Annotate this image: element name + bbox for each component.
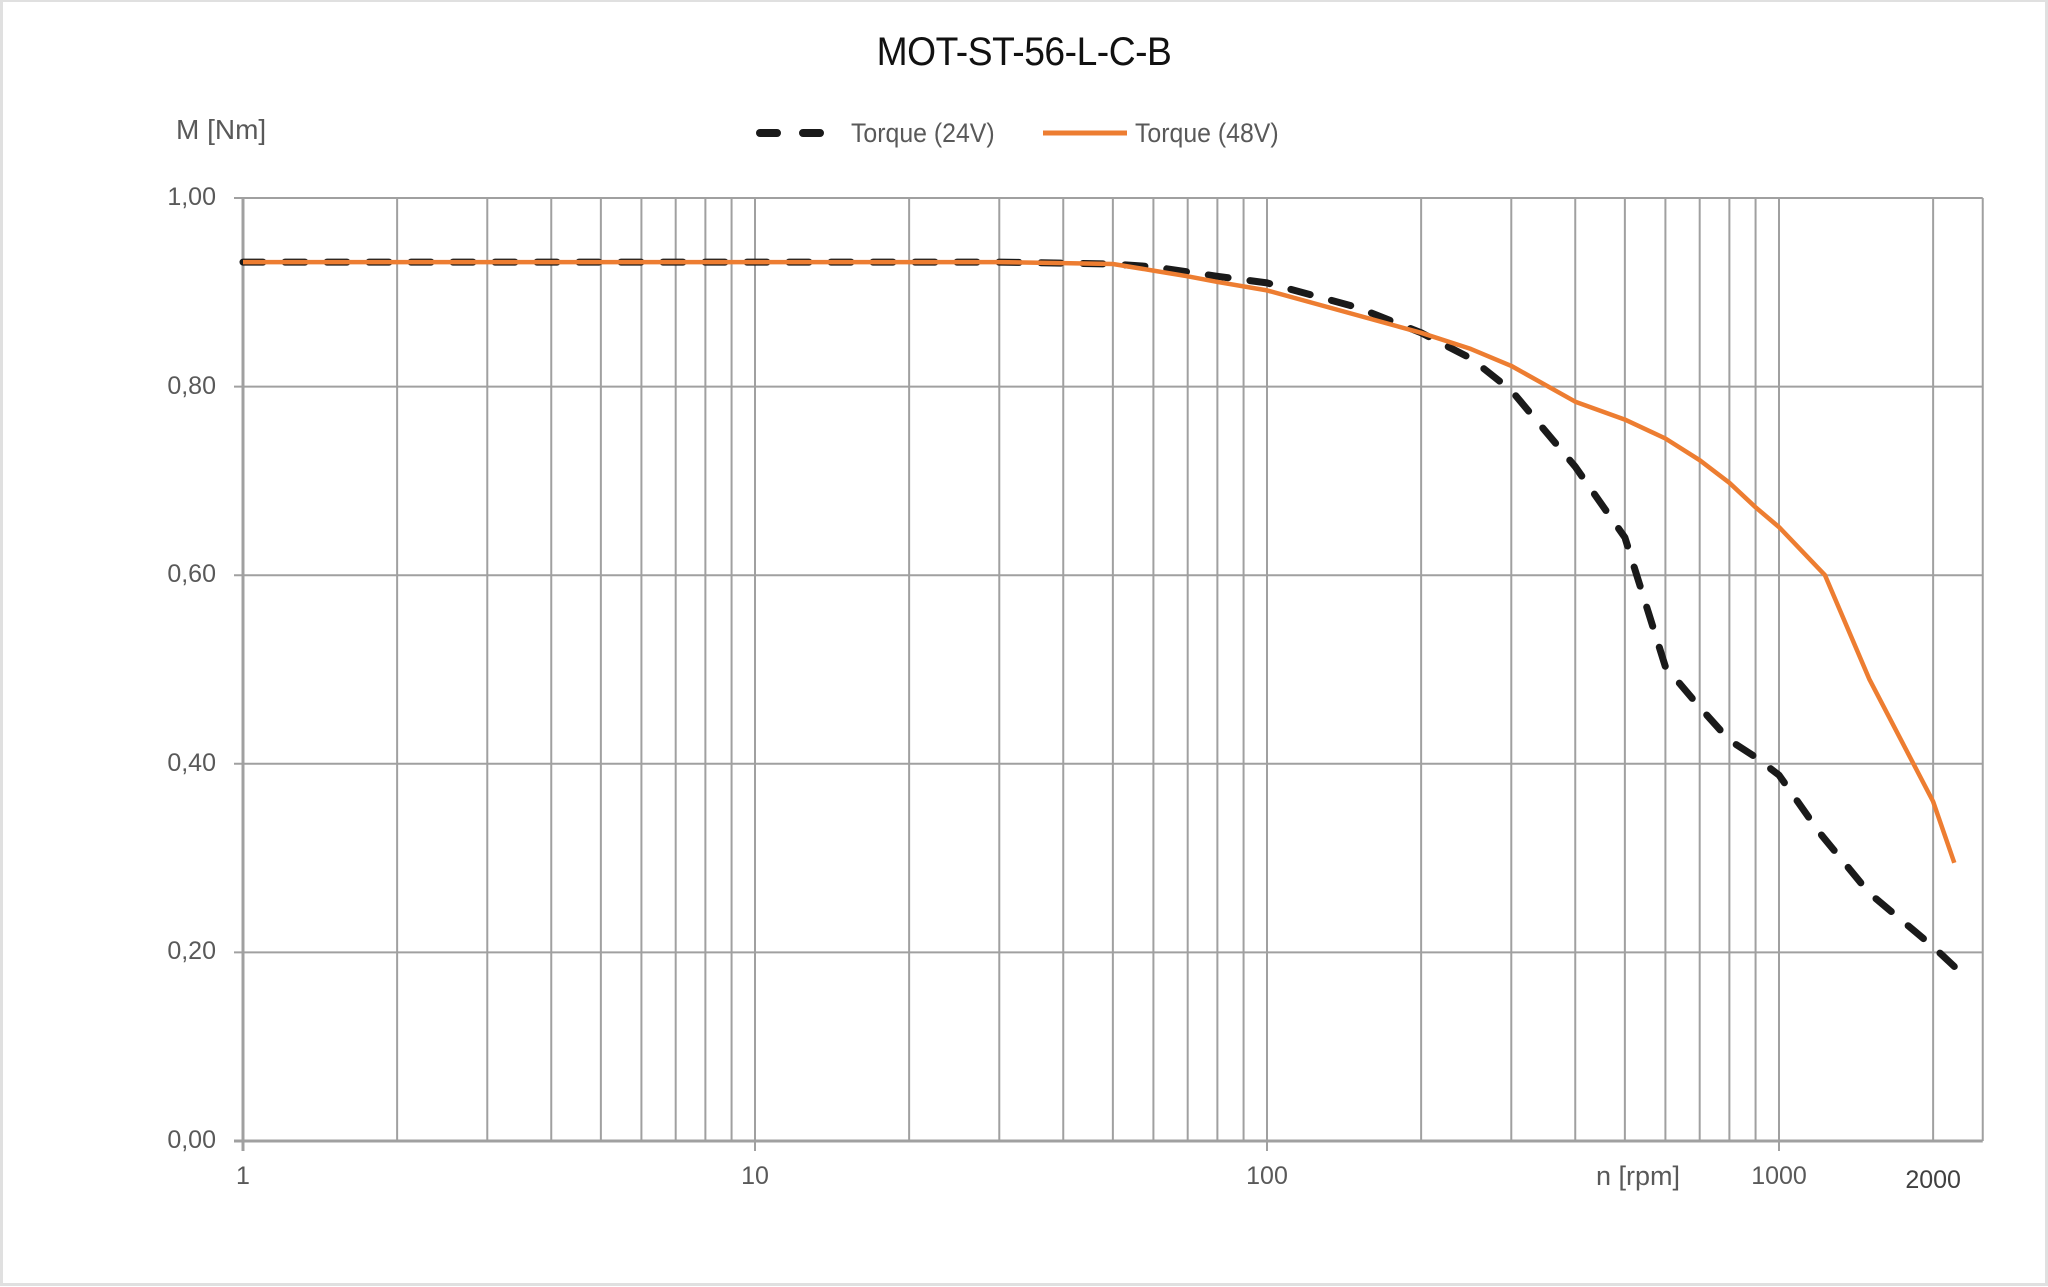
legend-label-48v: Torque (48V)	[1135, 117, 1279, 148]
legend: Torque (24V) Torque (48V)	[755, 116, 1291, 150]
y-tick-label: 1,00	[167, 183, 216, 211]
legend-item-48v: Torque (48V)	[1041, 118, 1291, 149]
gridlines	[234, 197, 1983, 1143]
x-tick-label: 2000	[1905, 1166, 1961, 1194]
axes	[241, 198, 1984, 1151]
y-tick-label: 0,20	[167, 937, 216, 966]
y-tick-label: 0,00	[167, 1126, 216, 1154]
y-tick-label: 0,80	[167, 371, 216, 400]
y-tick-label: 0,60	[167, 560, 216, 589]
chart-title: MOT-ST-56-L-C-B	[876, 30, 1172, 74]
x-tick-label: 1000	[1751, 1162, 1807, 1190]
legend-label-24v: Torque (24V)	[851, 117, 995, 148]
x-tick-label: 10	[741, 1162, 769, 1190]
y-axis-title: M [Nm]	[176, 114, 267, 145]
y-tick-label: 0,40	[167, 748, 216, 777]
series-lines	[239, 258, 1958, 970]
series-line-24v	[239, 258, 1958, 970]
x-tick-label: 1	[236, 1162, 250, 1190]
series-line-48v	[243, 259, 1957, 864]
solid-line-swatch-icon	[1043, 130, 1128, 136]
dashed-line-swatch-icon	[756, 129, 829, 137]
legend-item-24v: Torque (24V)	[755, 118, 1007, 149]
x-axis-title: n [rpm]	[1596, 1161, 1681, 1191]
x-tick-label: 100	[1246, 1162, 1288, 1190]
